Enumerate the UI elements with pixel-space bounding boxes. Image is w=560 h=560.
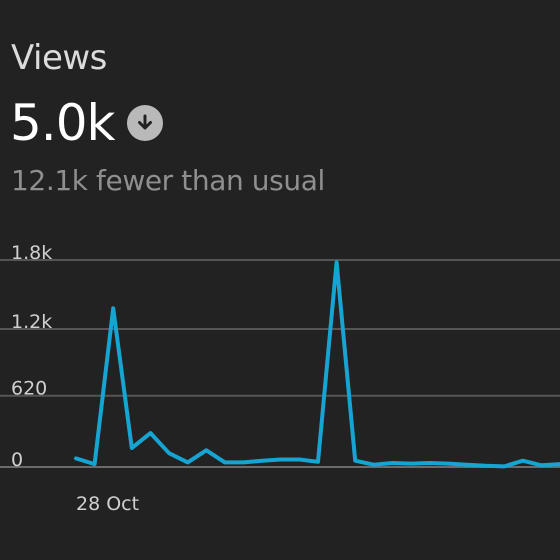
views-line — [74, 260, 560, 469]
down-arrow-icon — [138, 114, 153, 130]
views-line-chart: 0 620 1.2k 1.8k 28 Oct — [0, 242, 560, 515]
metric-subtitle: 12.1k fewer than usual — [11, 164, 325, 197]
y-axis-tick-labels: 0 620 1.2k 1.8k — [11, 242, 52, 471]
metric-title: Views — [11, 38, 107, 78]
y-tick-label: 0 — [11, 449, 23, 471]
metric-value-row: 5.0k — [10, 94, 164, 152]
x-tick-label: 28 Oct — [76, 493, 139, 515]
down-arrow-circle-icon — [127, 105, 164, 141]
x-axis-tick-labels: 28 Oct — [76, 493, 139, 515]
y-tick-label: 1.8k — [11, 242, 52, 264]
y-tick-label: 1.2k — [11, 311, 52, 333]
chart-gridlines — [0, 259, 560, 468]
y-tick-label: 620 — [11, 378, 47, 400]
views-series — [74, 260, 560, 469]
metric-value: 5.0k — [10, 94, 115, 152]
